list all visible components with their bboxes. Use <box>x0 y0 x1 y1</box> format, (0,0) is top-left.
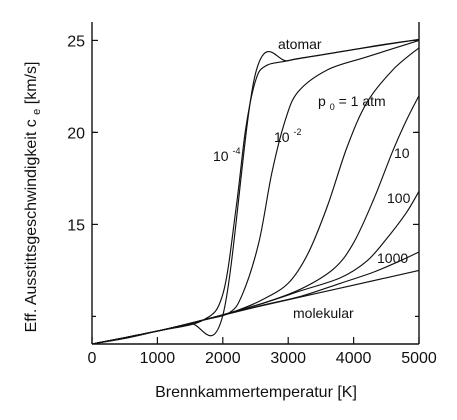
annotation-10: 10 <box>394 145 410 161</box>
y-axis-title-subscript: e <box>31 109 43 115</box>
curve-annotations: atomar 10 -4 10 -2 p 0 = 1 atm 10 100 10… <box>213 36 411 321</box>
annotation-1e-2: 10 -2 <box>274 127 301 145</box>
x-tick-label-0: 0 <box>88 350 97 367</box>
annotation-1000: 1000 <box>377 250 408 266</box>
curves-layer <box>91 38 420 345</box>
annotation-molekular: molekular <box>293 305 354 321</box>
annotation-p0-base: p <box>318 93 326 109</box>
axes-frame <box>91 22 420 345</box>
y-tick-label-15: 15 <box>67 217 85 234</box>
annotation-p0-value: = 1 atm <box>339 93 386 109</box>
annotation-p0: p 0 = 1 atm <box>318 93 386 113</box>
annotation-1e-4: 10 -4 <box>213 146 240 164</box>
y-axis-title-after: [km/s] <box>23 62 40 105</box>
annotation-1e-2-exponent: -2 <box>293 127 301 137</box>
y-tick-label-25: 25 <box>67 33 85 50</box>
x-tick-label-4000: 4000 <box>336 350 372 367</box>
series-line-10-4 <box>91 38 420 345</box>
annotation-p0-subscript: 0 <box>330 102 335 112</box>
annotation-1e-4-exponent: -4 <box>232 146 240 156</box>
x-tick-label-3000: 3000 <box>270 350 306 367</box>
series-line-molekular <box>91 269 420 345</box>
y-axis-title: Eff. Ausstittsgeschwindigkeit c e [km/s] <box>23 62 44 333</box>
y-tick-label-20: 20 <box>67 125 85 142</box>
annotation-1e-2-base: 10 <box>274 129 290 145</box>
x-tick-label-2000: 2000 <box>205 350 241 367</box>
y-axis-title-before: Eff. Ausstittsgeschwindigkeit c <box>23 119 40 332</box>
annotation-atomar: atomar <box>278 36 322 52</box>
annotation-1e-4-base: 10 <box>213 148 229 164</box>
x-tick-label-1000: 1000 <box>140 350 176 367</box>
x-tick-label-5000: 5000 <box>401 350 437 367</box>
x-axis-title: Brennkammertemperatur [K] <box>155 384 357 401</box>
y-axis-title-text: Eff. Ausstittsgeschwindigkeit c e [km/s] <box>23 62 44 333</box>
annotation-100: 100 <box>387 190 411 206</box>
